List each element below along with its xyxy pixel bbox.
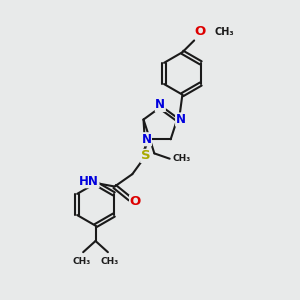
Text: CH₃: CH₃ (215, 27, 234, 37)
Text: CH₃: CH₃ (100, 257, 118, 266)
Text: CH₃: CH₃ (73, 257, 91, 266)
Text: O: O (130, 195, 141, 208)
Text: S: S (141, 149, 150, 162)
Text: N: N (155, 98, 165, 111)
Text: N: N (176, 113, 186, 126)
Text: O: O (194, 25, 206, 38)
Text: CH₃: CH₃ (172, 154, 190, 163)
Text: N: N (141, 133, 152, 146)
Text: HN: HN (79, 175, 99, 188)
